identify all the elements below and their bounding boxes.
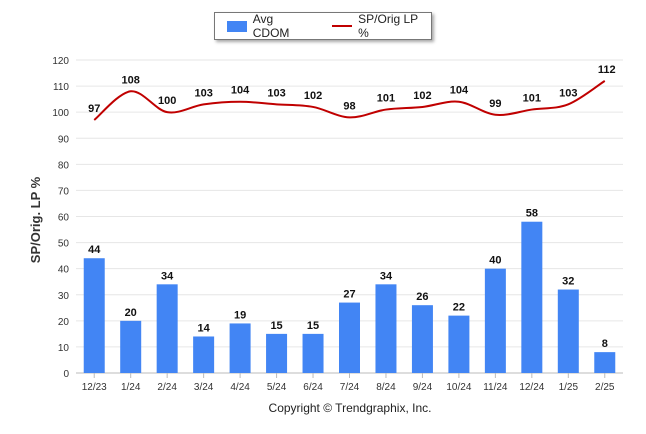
bar: [339, 302, 360, 373]
y-tick-label: 60: [58, 213, 70, 224]
line-value-label: 104: [231, 85, 250, 97]
y-tick-label: 80: [58, 160, 70, 171]
bar-series: [83, 221, 616, 373]
bar: [229, 323, 251, 373]
bar-value-label: 44: [88, 244, 101, 256]
line-value-label: 102: [413, 90, 431, 102]
x-tick-label: 2/24: [157, 382, 177, 393]
bar-value-label: 15: [307, 320, 319, 332]
bar-value-label: 22: [453, 302, 465, 314]
legend-label: Avg CDOM: [252, 12, 290, 40]
bar-value-label: 8: [602, 338, 608, 350]
bar-value-label: 32: [562, 276, 574, 288]
line-labels: 97 108 100 103 104 103 102 98 101 102 104 99 101 103 1…: [88, 64, 616, 115]
bar: [83, 258, 105, 373]
line-value-label: 103: [559, 87, 577, 99]
y-tick-label: 50: [58, 239, 70, 250]
x-tick-label: 11/24: [483, 382, 508, 393]
line-value-label: 101: [377, 93, 395, 105]
x-tick-label: 12/23: [82, 382, 107, 393]
y-axis-title: SP/Orig. LP %: [28, 176, 43, 263]
series-line: [93, 80, 606, 121]
x-tick-label: 4/24: [230, 382, 250, 393]
legend: Avg CDOM SP/Orig LP %: [214, 12, 432, 40]
line-value-label: 112: [598, 64, 616, 76]
line-value-label: 108: [122, 74, 140, 86]
legend-bar-swatch: [227, 20, 247, 32]
x-tick-label: 6/24: [303, 382, 323, 393]
y-tick-label: 90: [58, 134, 70, 145]
y-tick-label: 10: [58, 343, 70, 354]
line-value-label: 100: [158, 95, 176, 107]
bar: [557, 289, 579, 373]
bar: [594, 352, 616, 373]
bar-value-label: 58: [526, 208, 538, 220]
bar-value-label: 34: [161, 270, 174, 282]
x-tick-label: 7/24: [340, 382, 360, 393]
x-tick-label: 5/24: [267, 382, 287, 393]
line-value-label: 99: [489, 98, 501, 110]
bar: [120, 320, 142, 373]
bar: [375, 284, 397, 373]
bar-value-label: 27: [343, 289, 355, 301]
bar: [411, 305, 433, 373]
line-value-label: 101: [523, 93, 541, 105]
legend-item-line[interactable]: SP/Orig LP %: [332, 12, 431, 40]
y-tick-label: 100: [52, 108, 69, 119]
x-tick-label: 12/24: [519, 382, 544, 393]
bar-value-label: 40: [489, 255, 501, 267]
copyright-text: Copyright © Trendgraphix, Inc.: [268, 401, 432, 415]
line-value-label: 102: [304, 90, 322, 102]
bar: [193, 336, 215, 373]
bar-value-label: 26: [416, 291, 428, 303]
x-tick-label: 1/24: [121, 382, 141, 393]
line-value-label: 103: [267, 87, 285, 99]
line-value-label: 98: [343, 100, 355, 112]
bar-value-label: 34: [380, 270, 393, 282]
line-value-label: 97: [88, 103, 100, 115]
bar: [266, 333, 288, 373]
x-tick-label: 1/25: [559, 382, 579, 393]
y-tick-label: 40: [58, 265, 70, 276]
legend-label: SP/Orig LP %: [358, 12, 418, 40]
y-tick-label: 70: [58, 186, 70, 197]
legend-line-swatch: [332, 25, 353, 27]
bar-value-label: 15: [270, 320, 282, 332]
legend-item-bar[interactable]: Avg CDOM: [227, 12, 312, 40]
bar-value-label: 20: [125, 307, 137, 319]
bar: [448, 315, 470, 373]
line-series: [93, 80, 606, 121]
bar: [302, 333, 324, 373]
x-tick-label: 3/24: [194, 382, 214, 393]
line-value-label: 104: [450, 85, 469, 97]
y-tick-label: 20: [58, 317, 70, 328]
bar: [156, 284, 178, 373]
x-tick-label: 2/25: [595, 382, 615, 393]
line-value-label: 103: [194, 87, 212, 99]
x-tick-label: 9/24: [413, 382, 433, 393]
bar-value-label: 14: [198, 322, 211, 334]
bar-value-label: 19: [234, 309, 246, 321]
x-tick-label: 10/24: [446, 382, 471, 393]
bar-labels: 44 20 34 14 19 15 15 27 34 26 22 40 58 32 8: [88, 208, 608, 350]
bar: [521, 221, 543, 373]
y-tick-label: 0: [63, 369, 69, 380]
y-tick-label: 120: [52, 56, 69, 67]
y-tick-label: 110: [53, 82, 69, 93]
x-axis: 12/23 1/24 2/24 3/24 4/24 5/24 6/24 7/24 8/24 9/2…: [82, 373, 615, 393]
x-tick-label: 8/24: [376, 382, 396, 393]
y-axis: 0 10 20 30 40 50 60 70 80 90 100 110 120: [52, 56, 69, 380]
y-tick-label: 30: [58, 291, 70, 302]
bar: [484, 268, 506, 373]
